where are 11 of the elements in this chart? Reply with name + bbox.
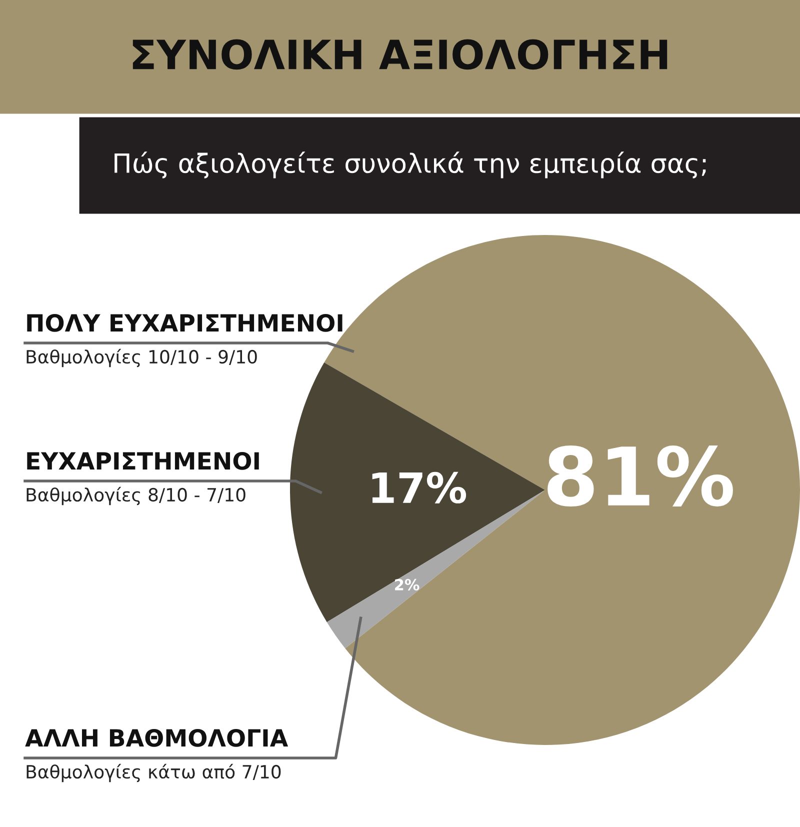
- slice-label: ΠΟΛΥ ΕΥΧΑΡΙΣΤΗΜΕΝΟΙ: [27, 314, 342, 332]
- data-label: 81%: [548, 446, 733, 506]
- text: Βαθμολογίες 10/10 - 9/10: [26, 348, 257, 368]
- text: Βαθμολογίες 8/10 - 7/10: [26, 486, 246, 506]
- chart-title: ΣΥΝΟΛΙΚΗ ΑΞΙΟΛΟΓΗΣΗ: [132, 39, 668, 70]
- text: Βαθμολογίες κάτω από 7/10: [26, 764, 281, 782]
- data-label: 2%: [395, 578, 420, 590]
- data-label: 17%: [372, 472, 466, 504]
- slice-label: ΕΥΧΑΡΙΣΤΗΜΕΝΟΙ: [27, 452, 259, 470]
- chart-subtitle: Πώς αξιολογείτε συνολικά την εμπειρία σας;: [114, 152, 706, 178]
- slice-label: ΑΛΛΗ ΒΑΘΜΟΛΟΓΙΑ: [25, 728, 288, 747]
